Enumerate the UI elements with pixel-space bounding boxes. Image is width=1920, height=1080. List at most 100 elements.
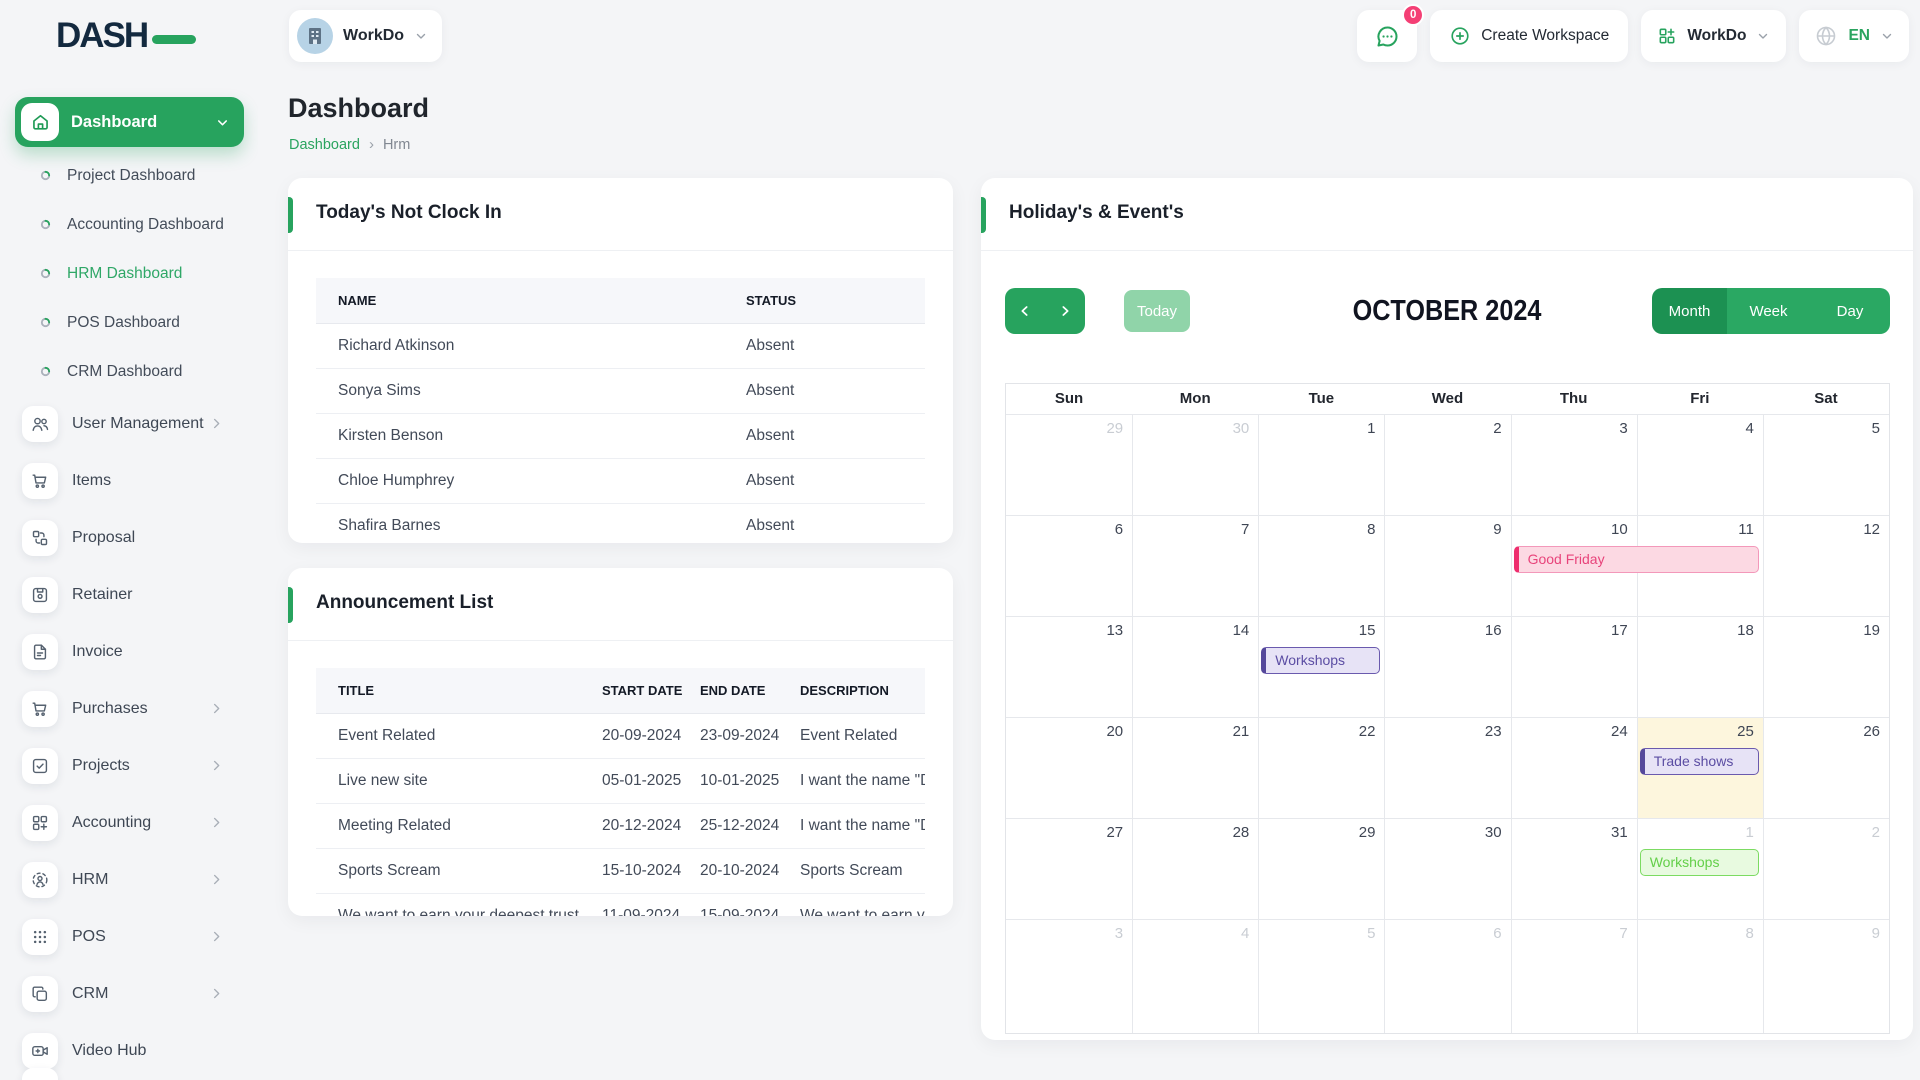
calendar-view-month[interactable]: Month	[1652, 288, 1727, 334]
calendar-day-cell[interactable]: 24	[1510, 718, 1637, 818]
calendar-day-cell[interactable]: 1	[1636, 819, 1763, 919]
calendar-today-button[interactable]: Today	[1124, 290, 1190, 332]
calendar-event-workshops[interactable]: Workshops	[1639, 849, 1759, 876]
employee-status: Absent	[724, 367, 925, 413]
calendar-day-cell[interactable]: 8	[1636, 920, 1763, 1033]
calendar-weekday: Tue	[1308, 390, 1335, 407]
calendar-day-cell[interactable]: 12	[1762, 516, 1889, 616]
calendar-day-cell[interactable]: 23	[1384, 718, 1510, 818]
workspace-selector[interactable]: WorkDo	[289, 10, 443, 62]
calendar-day-cell[interactable]: 16	[1384, 617, 1510, 717]
employee-status: Absent	[724, 502, 925, 548]
calendar-day-cell[interactable]: 29	[1006, 415, 1132, 515]
calendar-day-cell[interactable]: 2	[1384, 415, 1510, 515]
calendar-day-cell[interactable]: 7	[1132, 516, 1258, 616]
calendar-day-cell[interactable]: 28	[1132, 819, 1258, 919]
calendar-day-cell[interactable]: 2	[1762, 819, 1889, 919]
calendar-day-cell[interactable]: 5	[1258, 920, 1384, 1033]
calendar-prev-button[interactable]	[1005, 288, 1045, 334]
calendar-view-week[interactable]: Week	[1727, 288, 1810, 334]
calendar-day-cell[interactable]: 17	[1510, 617, 1637, 717]
calendar-day-cell[interactable]: 9	[1384, 516, 1510, 616]
sidebar-subitem-label: CRM Dashboard	[67, 362, 183, 380]
calendar-day-cell[interactable]: 8	[1258, 516, 1384, 616]
calendar-day-cell[interactable]: 10	[1510, 516, 1637, 616]
calendar-day-cell[interactable]: 5	[1762, 415, 1889, 515]
language-selector[interactable]: EN	[1799, 10, 1909, 62]
calendar-day-cell[interactable]: 6	[1384, 920, 1510, 1033]
sidebar-item-dashboard[interactable]: Dashboard	[15, 97, 244, 147]
breadcrumb-dashboard-link[interactable]: Dashboard	[289, 136, 360, 153]
calendar-event-trade-shows[interactable]: Trade shows	[1639, 748, 1759, 775]
calendar-day-cell[interactable]: 21	[1132, 718, 1258, 818]
sidebar-item-crm[interactable]: CRM	[0, 965, 258, 1022]
sidebar-subitem-pos-dashboard[interactable]: POS Dashboard	[0, 298, 258, 347]
calendar-day-cell[interactable]: 19	[1762, 617, 1889, 717]
calendar-day-cell[interactable]: 4	[1132, 920, 1258, 1033]
employee-status: Absent	[724, 412, 925, 458]
create-workspace-button[interactable]: Create Workspace	[1430, 10, 1629, 62]
sidebar-item-retainer[interactable]: Retainer	[0, 566, 258, 623]
calendar-day-cell[interactable]: 4	[1636, 415, 1763, 515]
globe-icon	[1814, 24, 1838, 48]
day-number: 11	[1738, 521, 1754, 538]
sidebar-item-purchases[interactable]: Purchases	[0, 680, 258, 737]
calendar-day-cell[interactable]: 3	[1006, 920, 1132, 1033]
day-number: 12	[1863, 521, 1880, 538]
day-number: 2	[1493, 420, 1502, 437]
calendar-day-cell[interactable]: 14	[1132, 617, 1258, 717]
calendar-event-good-friday[interactable]: Good Friday	[1513, 546, 1759, 573]
calendar-day-cell[interactable]: 26	[1762, 718, 1889, 818]
sidebar-subitem-hrm-dashboard[interactable]: HRM Dashboard	[0, 249, 258, 298]
sidebar-item-label: Accounting	[72, 813, 152, 831]
day-number: 9	[1493, 521, 1502, 538]
sidebar-subitem-accounting-dashboard[interactable]: Accounting Dashboard	[0, 200, 258, 249]
sidebar-item-user-management[interactable]: User Management	[0, 395, 258, 452]
sidebar-item-partial[interactable]	[22, 1068, 58, 1080]
calendar-event-workshops[interactable]: Workshops	[1261, 647, 1381, 674]
workspace-menu-button[interactable]: WorkDo	[1641, 10, 1787, 62]
column-start-date: START DATE	[580, 668, 682, 713]
sidebar-subitem-label: HRM Dashboard	[67, 264, 183, 282]
sidebar-item-accounting[interactable]: Accounting	[0, 794, 258, 851]
calendar-day-cell[interactable]: 1	[1258, 415, 1384, 515]
calendar-day-cell[interactable]: 18	[1636, 617, 1763, 717]
sidebar-item-video-hub[interactable]: Video Hub	[0, 1022, 258, 1079]
calendar-day-cell[interactable]: 27	[1006, 819, 1132, 919]
calendar-next-button[interactable]	[1045, 288, 1085, 334]
announcement-end-date: 23-09-2024	[678, 712, 779, 758]
calendar-day-cell[interactable]: 6	[1006, 516, 1132, 616]
calendar-day-cell[interactable]: 13	[1006, 617, 1132, 717]
sidebar-item-hrm[interactable]: HRM	[0, 851, 258, 908]
sidebar-subitem-label: Project Dashboard	[67, 166, 196, 184]
calendar-day-cell[interactable]: 31	[1510, 819, 1637, 919]
chevron-right-icon	[209, 872, 224, 887]
calendar-day-cell[interactable]: 30	[1132, 415, 1258, 515]
sidebar-item-invoice[interactable]: Invoice	[0, 623, 258, 680]
calendar-view-day[interactable]: Day	[1810, 288, 1890, 334]
sidebar-item-pos[interactable]: POS	[0, 908, 258, 965]
sidebar-subitem-project-dashboard[interactable]: Project Dashboard	[0, 151, 258, 200]
calendar-day-cell[interactable]: 22	[1258, 718, 1384, 818]
day-number: 7	[1240, 521, 1250, 538]
calendar-day-cell[interactable]: 20	[1006, 718, 1132, 818]
calendar-day-cell[interactable]: 15	[1258, 617, 1384, 717]
day-number: 14	[1232, 622, 1250, 639]
calendar-day-cell[interactable]: 30	[1384, 819, 1510, 919]
day-number: 30	[1232, 420, 1250, 437]
announcement-end-date: 10-01-2025	[678, 757, 779, 803]
announcement-start-date: 05-01-2025	[580, 757, 681, 803]
sidebar-item-items[interactable]: Items	[0, 452, 258, 509]
sidebar-item-projects[interactable]: Projects	[0, 737, 258, 794]
messages-button[interactable]: 0	[1357, 4, 1425, 62]
purchases-icon	[22, 690, 58, 727]
sidebar-subitem-crm-dashboard[interactable]: CRM Dashboard	[0, 347, 258, 396]
calendar-week-row: 29 30 1 2 3 4 5	[1006, 414, 1889, 515]
calendar-day-cell[interactable]: 29	[1258, 819, 1384, 919]
sidebar-item-proposal[interactable]: Proposal	[0, 509, 258, 566]
calendar-day-cell[interactable]: 7	[1510, 920, 1637, 1033]
calendar-day-cell[interactable]: 3	[1510, 415, 1637, 515]
calendar-day-cell[interactable]: 9	[1762, 920, 1889, 1033]
employee-status: Absent	[724, 322, 925, 368]
employee-name: Kirsten Benson	[316, 412, 724, 458]
